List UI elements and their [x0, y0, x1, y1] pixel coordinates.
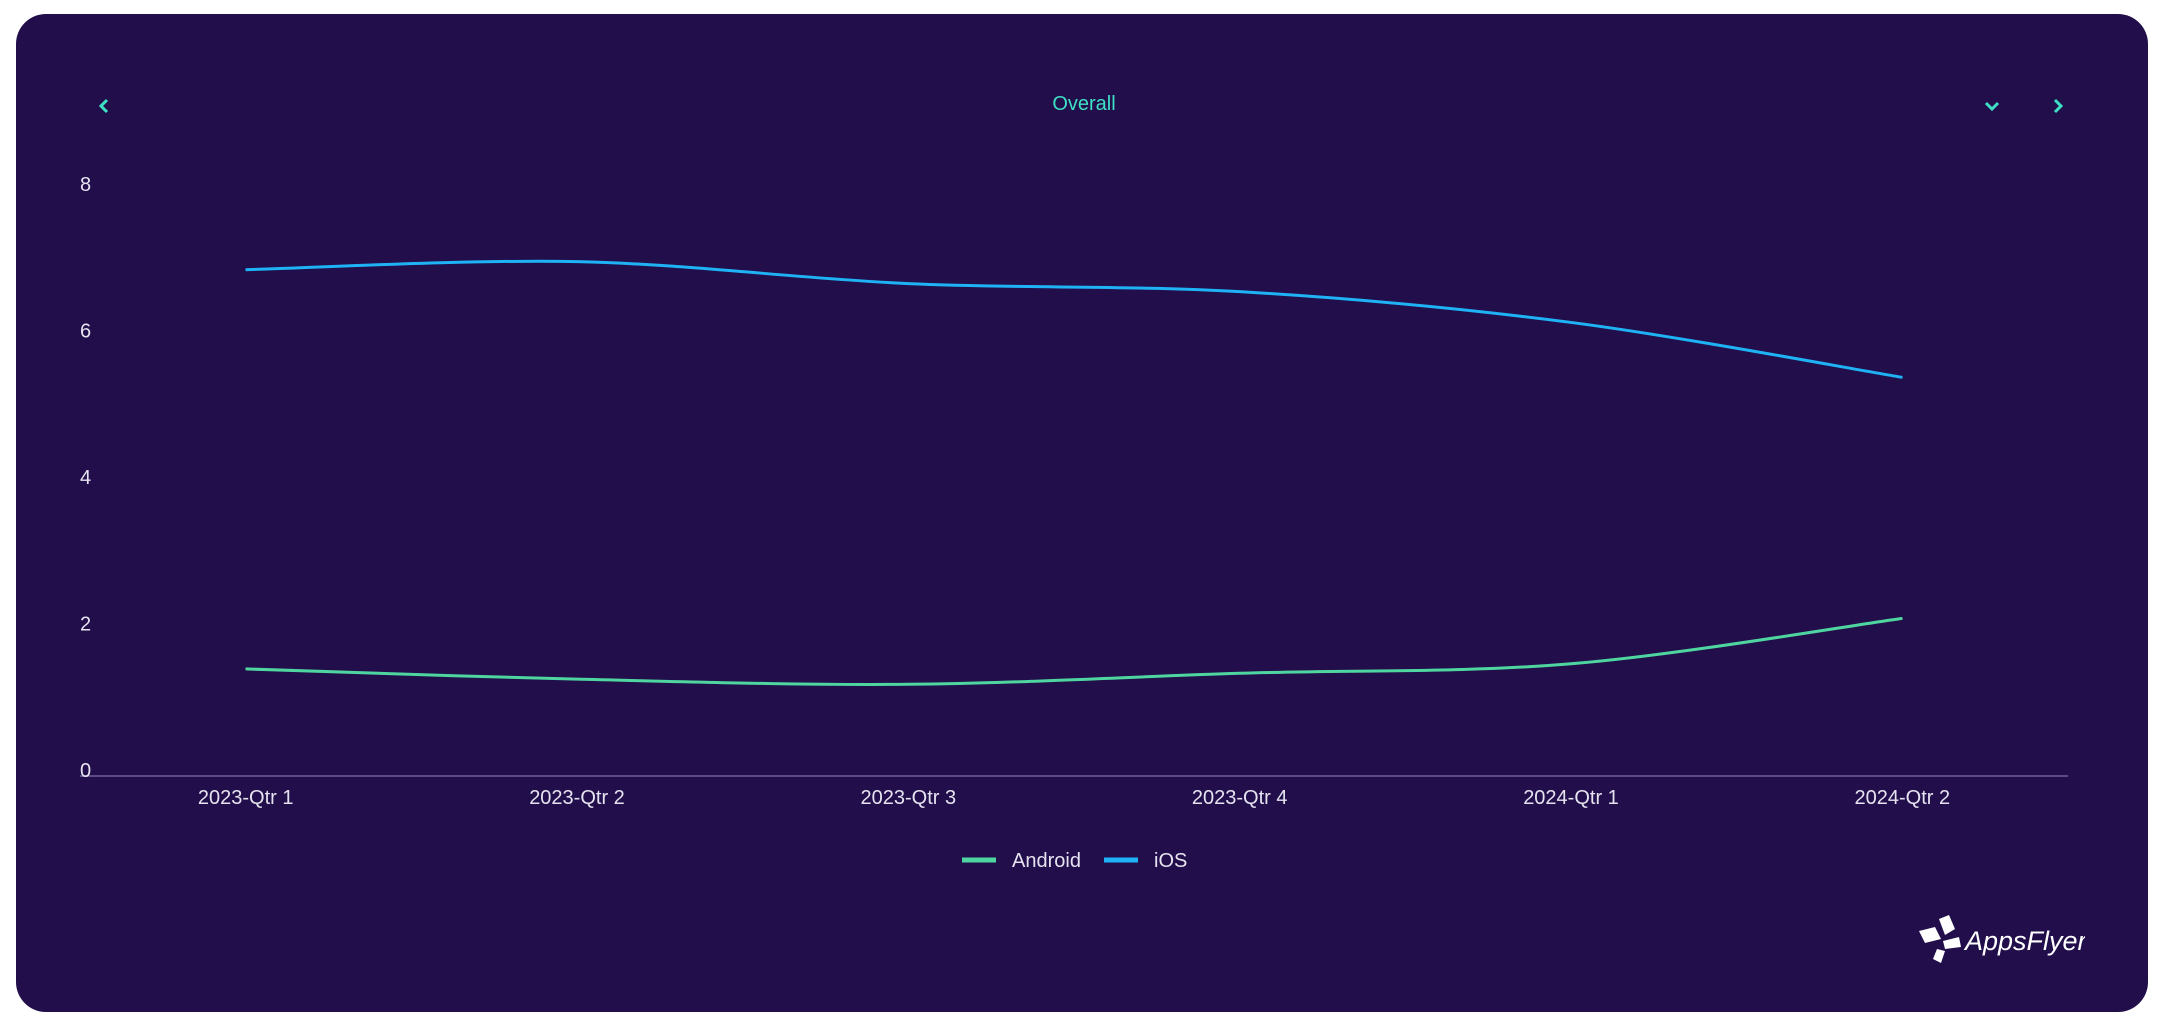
x-tick-label: 2024-Qtr 1: [1523, 787, 1619, 809]
data-point-android: [245, 668, 247, 670]
y-tick-label: 0: [80, 760, 91, 782]
legend-label: iOS: [1154, 850, 1187, 872]
y-tick-label: 4: [80, 467, 91, 489]
data-point-ios: [1570, 321, 1572, 323]
x-tick-label: 2023-Qtr 1: [198, 787, 294, 809]
data-point-ios: [1901, 376, 1903, 378]
data-point-ios: [576, 261, 578, 263]
chart-card: [16, 14, 2148, 1012]
x-tick-label: 2023-Qtr 2: [529, 787, 625, 809]
x-tick-label: 2023-Qtr 4: [1192, 787, 1288, 809]
data-point-android: [576, 678, 578, 680]
series-line-ios: [245, 259, 1903, 379]
chevron-down-icon[interactable]: [1978, 92, 2006, 120]
y-tick-label: 6: [80, 321, 91, 343]
x-tick-label: 2024-Qtr 2: [1855, 787, 1951, 809]
chevron-right-icon[interactable]: [2044, 92, 2072, 120]
chart-title: Overall: [1052, 93, 1116, 115]
x-tick-label: 2023-Qtr 3: [861, 787, 957, 809]
legend-label: Android: [1012, 850, 1081, 872]
y-tick-label: 2: [80, 614, 91, 636]
series-line-android: [245, 616, 1903, 686]
data-point-android: [1901, 617, 1903, 619]
appsflyer-logo: AppsFlyer: [1919, 915, 2085, 963]
data-point-android: [907, 683, 909, 685]
data-point-android: [1239, 672, 1241, 674]
data-point-ios: [245, 269, 247, 271]
data-point-ios: [907, 283, 909, 285]
y-tick-label: 8: [80, 174, 91, 196]
svg-text:AppsFlyer: AppsFlyer: [1963, 926, 2085, 956]
data-point-ios: [1239, 291, 1241, 293]
chevron-left-icon[interactable]: [90, 92, 118, 120]
data-point-android: [1570, 663, 1572, 665]
